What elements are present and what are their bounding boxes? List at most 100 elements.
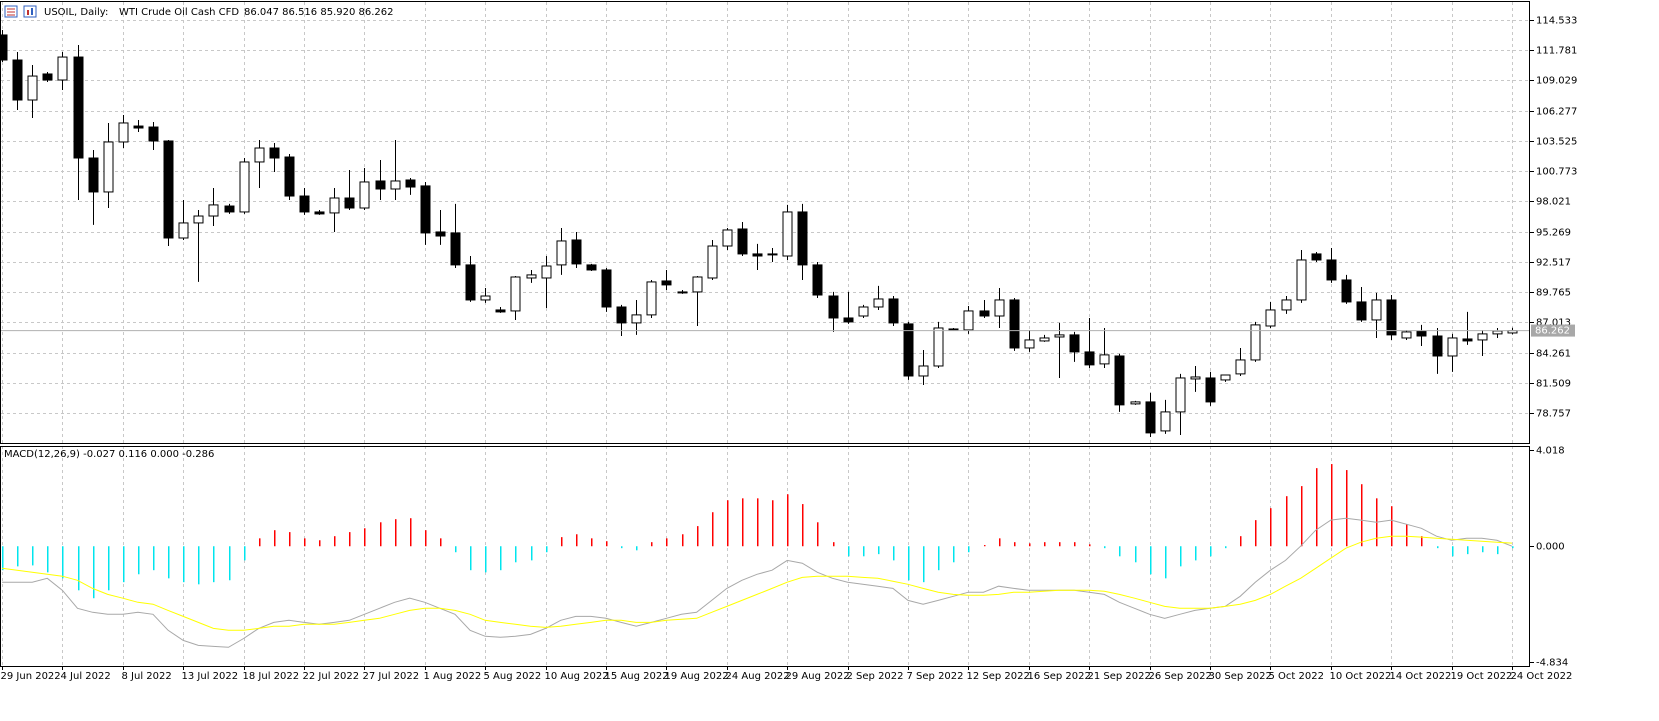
x-tick-label: 10 Aug 2022 <box>545 671 609 682</box>
candle-body <box>254 147 265 163</box>
candle-body <box>359 181 370 209</box>
candle-body <box>586 264 597 271</box>
histogram-bar <box>1104 546 1106 549</box>
candle-body <box>722 229 733 247</box>
candle-body <box>1462 338 1473 342</box>
histogram-bar <box>712 512 714 547</box>
candle-body <box>661 280 672 286</box>
histogram-bar <box>485 546 487 573</box>
candle-body <box>148 126 159 142</box>
indicator-line <box>1 535 1513 631</box>
histogram-bar <box>1089 544 1091 547</box>
histogram-bar <box>183 546 185 583</box>
x-tick-label: 21 Sep 2022 <box>1088 671 1151 682</box>
histogram-bar <box>1255 520 1257 547</box>
x-tick-label: 12 Sep 2022 <box>967 671 1030 682</box>
y-tick-label: 78.757 <box>1536 409 1571 420</box>
candle-body <box>314 211 325 215</box>
histogram-bar <box>863 546 865 557</box>
candle-body <box>118 122 129 143</box>
candle-body <box>601 269 612 308</box>
x-tick-label: 2 Sep 2022 <box>847 671 904 682</box>
x-tick-label: 5 Oct 2022 <box>1269 671 1324 682</box>
x-tick-label: 19 Aug 2022 <box>665 671 729 682</box>
histogram-bar <box>153 546 155 571</box>
candle-body <box>193 215 204 224</box>
histogram-bar <box>244 546 246 561</box>
histogram-bar <box>123 546 125 583</box>
histogram-bar <box>455 546 457 553</box>
candle-body <box>1024 339 1035 349</box>
candle-body <box>1311 253 1322 261</box>
candle-body <box>979 310 990 317</box>
candle-body <box>1220 374 1231 381</box>
candle-body <box>510 276 521 312</box>
y-tick-label: 87.013 <box>1536 318 1571 329</box>
histogram-bar <box>304 538 306 547</box>
histogram-bar <box>787 494 789 547</box>
x-tick-label: 10 Oct 2022 <box>1330 671 1392 682</box>
candle-body <box>1371 299 1382 321</box>
x-tick-label: 5 Aug 2022 <box>484 671 542 682</box>
histogram-bar <box>515 546 517 563</box>
candle-body <box>42 73 53 81</box>
x-tick-label: 15 Aug 2022 <box>605 671 669 682</box>
candle-body <box>1069 334 1080 353</box>
candle-body <box>767 253 778 256</box>
y-tick-label: -4.834 <box>1536 658 1568 669</box>
icon <box>31 8 33 15</box>
histogram-bar <box>1406 524 1408 547</box>
histogram-bar <box>62 546 64 579</box>
histogram-bar <box>500 546 502 571</box>
histogram-bar <box>1316 468 1318 547</box>
histogram-bar <box>682 534 684 547</box>
candle-body <box>0 34 8 61</box>
x-tick-label: 4 Jul 2022 <box>61 671 111 682</box>
histogram-bar <box>591 538 593 547</box>
histogram-bar <box>666 538 668 547</box>
histogram-bar <box>425 530 427 547</box>
histogram-bar <box>364 528 366 547</box>
histogram-bar <box>1452 546 1454 557</box>
histogram-bar <box>1497 546 1499 555</box>
histogram-bar <box>1135 546 1137 563</box>
candle-body <box>208 204 219 217</box>
candle-body <box>269 147 280 159</box>
histogram-bar <box>636 546 638 551</box>
x-tick-label: 18 Jul 2022 <box>243 671 300 682</box>
x-tick-label: 16 Sep 2022 <box>1028 671 1091 682</box>
histogram-bar <box>108 546 110 591</box>
histogram-bar <box>410 518 412 547</box>
histogram-bar <box>47 546 49 573</box>
histogram-bar <box>349 532 351 547</box>
y-tick-label: 81.509 <box>1536 379 1571 390</box>
candle-body <box>843 317 854 323</box>
histogram-bar <box>848 546 850 557</box>
candle-body <box>1432 335 1443 357</box>
histogram-bar <box>1225 546 1227 549</box>
x-tick-label: 19 Oct 2022 <box>1451 671 1513 682</box>
candle-body <box>1114 355 1125 406</box>
histogram-bar <box>833 542 835 547</box>
histogram-bar <box>1467 546 1469 555</box>
candle-body <box>1296 259 1307 301</box>
x-tick-label: 29 Aug 2022 <box>786 671 850 682</box>
histogram-bar <box>32 546 34 566</box>
candle-body <box>103 141 114 193</box>
symbol: USOIL, Daily: <box>44 7 108 18</box>
candle-body <box>299 195 310 213</box>
candle-body <box>405 179 416 188</box>
candle-body <box>375 180 386 190</box>
histogram-bar <box>319 540 321 547</box>
x-tick-label: 30 Sep 2022 <box>1209 671 1272 682</box>
histogram-bar <box>289 532 291 547</box>
candle-body <box>344 197 355 209</box>
y-tick-label: 109.029 <box>1536 76 1577 87</box>
histogram-bar <box>259 538 261 547</box>
candle-body <box>435 231 446 237</box>
macd-panel-border <box>0 446 1530 667</box>
histogram-bar <box>1044 542 1046 547</box>
histogram-bar <box>229 546 231 581</box>
histogram-bar <box>802 504 804 547</box>
